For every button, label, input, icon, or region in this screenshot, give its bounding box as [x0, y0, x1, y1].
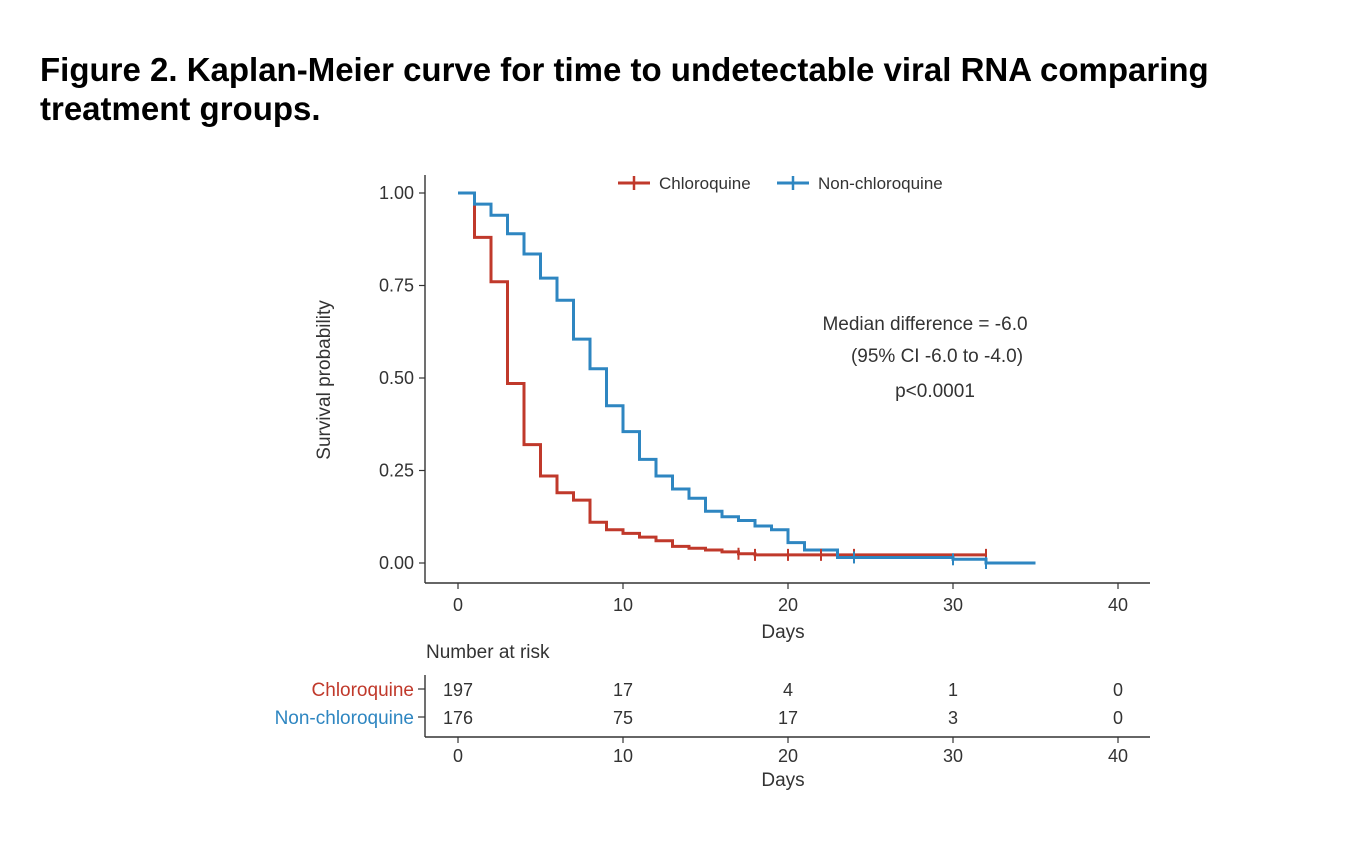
risk-count-chloroquine: 4: [783, 680, 793, 700]
figure-title: Figure 2. Kaplan-Meier curve for time to…: [40, 51, 1209, 127]
risk-x-tick-label: 30: [943, 746, 963, 766]
risk-table-title: Number at risk: [426, 642, 550, 663]
risk-x-tick-label: 20: [778, 746, 798, 766]
risk-row-label-non-chloroquine: Non-chloroquine: [275, 708, 414, 729]
risk-x-tick-label: 40: [1108, 746, 1128, 766]
annotation-p-value: p<0.0001: [895, 381, 975, 402]
annotation-median-difference: Median difference = -6.0: [822, 314, 1027, 335]
risk-count-non-chloroquine: 17: [778, 708, 798, 728]
km-curve-chloroquine: [458, 191, 986, 557]
risk-count-non-chloroquine: 75: [613, 708, 633, 728]
risk-count-chloroquine: 1: [948, 680, 958, 700]
annotation-confidence-interval: (95% CI -6.0 to -4.0): [851, 346, 1023, 367]
y-tick-label: 0.50: [379, 368, 414, 388]
x-tick-label: 20: [778, 595, 798, 615]
x-tick-label: 30: [943, 595, 963, 615]
risk-table-x-axis-label: Days: [761, 770, 804, 791]
y-axis-label: Survival probability: [314, 300, 335, 460]
risk-x-tick-label: 0: [453, 746, 463, 766]
x-tick-label: 0: [453, 595, 463, 615]
risk-count-non-chloroquine: 176: [443, 708, 473, 728]
y-tick-label: 0.00: [379, 553, 414, 573]
x-tick-label: 10: [613, 595, 633, 615]
risk-table: Number at risk Chloroquine Non-chloroqui…: [275, 642, 1150, 791]
km-curve-non-chloroquine: [458, 191, 1036, 565]
x-tick-label: 40: [1108, 595, 1128, 615]
legend-label-chloroquine: Chloroquine: [659, 174, 751, 193]
risk-count-chloroquine: 197: [443, 680, 473, 700]
legend-label-non-chloroquine: Non-chloroquine: [818, 174, 943, 193]
legend: Chloroquine Non-chloroquine: [618, 174, 943, 193]
risk-row-label-chloroquine: Chloroquine: [312, 680, 414, 701]
y-tick-label: 1.00: [379, 183, 414, 203]
risk-count-non-chloroquine: 0: [1113, 708, 1123, 728]
km-plot-area: 0.00 0.25 0.50 0.75 1.00 0 10 20 30 40 Survival …: [314, 175, 1150, 643]
risk-x-tick-label: 10: [613, 746, 633, 766]
y-tick-label: 0.75: [379, 276, 414, 296]
risk-count-chloroquine: 0: [1113, 680, 1123, 700]
x-axis-label: Days: [761, 622, 804, 643]
median-annotation: Median difference = -6.0 (95% CI -6.0 to…: [822, 314, 1027, 402]
risk-count-chloroquine: 17: [613, 680, 633, 700]
y-tick-label: 0.25: [379, 461, 414, 481]
risk-count-non-chloroquine: 3: [948, 708, 958, 728]
